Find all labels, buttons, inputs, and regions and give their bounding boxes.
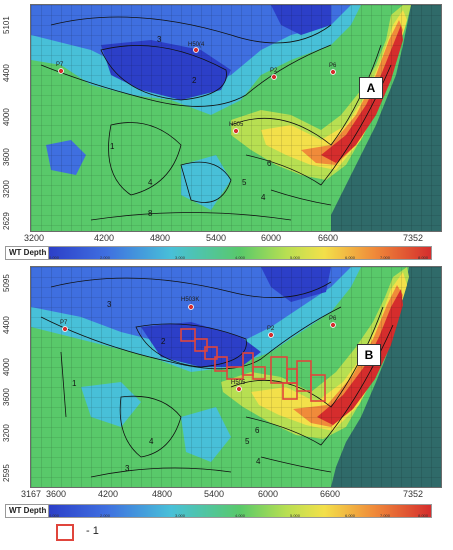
x-tick: 4800 [152, 489, 173, 499]
well-label: H50(4 [188, 42, 205, 48]
colorbar-tick: 8.000 [418, 513, 429, 518]
colorbar-tick: 2.000 [100, 255, 111, 260]
legend-swatch [56, 524, 74, 541]
contour-label: 3 [157, 35, 162, 44]
contour-label: 4 [148, 178, 153, 187]
colorbar-tick: 7.000 [380, 513, 391, 518]
colorbar-tick: 0.000 [49, 255, 60, 260]
well-label: P6 [329, 63, 337, 69]
well-label: P2 [267, 326, 275, 332]
contour-label: 8 [148, 209, 153, 218]
x-tick: 5400 [204, 489, 225, 499]
colorbar-tick: 3.000 [175, 255, 186, 260]
x-tick: 7352 [403, 233, 424, 243]
y-tick: 5095 [2, 274, 11, 292]
y-tick: 5101 [2, 16, 11, 34]
well-marker [188, 304, 194, 310]
colorbar-tick: 6.000 [345, 255, 356, 260]
x-tick: 3600 [46, 489, 67, 499]
y-tick: 4400 [2, 316, 11, 334]
colorbar-tick: 5.000 [290, 255, 301, 260]
colorbar-tick: 8.000 [418, 255, 429, 260]
contour-label: 5 [242, 178, 247, 187]
colorbar-tick: 4.000 [235, 513, 246, 518]
contour-label: 4 [261, 193, 266, 202]
contour-label: 1 [72, 379, 77, 388]
zone-outline [180, 328, 326, 402]
y-tick: 3600 [2, 388, 11, 406]
well-label: H503K [181, 297, 200, 303]
colorbar-tick: 3.000 [175, 513, 186, 518]
well-label: P6 [329, 316, 337, 322]
colorbar-title: WT Depth [5, 504, 51, 518]
map-b-surface [31, 267, 441, 487]
contour-label: 6 [255, 426, 260, 435]
map-a: H50(4 P7 P2 P6 H505 3 2 1 4 5 6 4 8 A [30, 4, 442, 232]
colorbar [48, 246, 432, 260]
well-marker [268, 332, 274, 338]
panel-label-b: B [357, 344, 381, 366]
colorbar-tick: 2.000 [100, 513, 111, 518]
contour-label: 2 [161, 337, 166, 346]
y-tick: 3600 [2, 148, 11, 166]
well-marker [236, 386, 242, 392]
x-tick: 6000 [261, 233, 282, 243]
contour-label: 2 [192, 76, 197, 85]
colorbar-tick: 6.000 [345, 513, 356, 518]
colorbar [48, 504, 432, 518]
x-tick: 4200 [98, 489, 119, 499]
well-marker [330, 322, 336, 328]
well-marker [271, 74, 277, 80]
panel-label-a: A [359, 77, 383, 99]
contour-label: 4 [149, 437, 154, 446]
well-marker [58, 68, 64, 74]
well-label: H505 [229, 122, 244, 128]
x-tick: 6600 [318, 233, 339, 243]
contour-label: 6 [267, 159, 272, 168]
y-tick: 2595 [2, 464, 11, 482]
colorbar-tick: 4.000 [235, 255, 246, 260]
contour-label: 3 [125, 464, 130, 473]
well-label: H505 [231, 380, 246, 386]
well-marker [330, 69, 336, 75]
contour-label: 3 [107, 300, 112, 309]
x-tick: 6600 [320, 489, 341, 499]
x-tick: 7352 [403, 489, 424, 499]
colorbar-tick: 5.000 [290, 513, 301, 518]
colorbar-tick: 7.000 [380, 255, 391, 260]
contour-label: 1 [110, 142, 115, 151]
x-tick: 3200 [24, 233, 45, 243]
x-tick: 4200 [94, 233, 115, 243]
x-tick: 4800 [150, 233, 171, 243]
x-tick: 3167 [21, 489, 42, 499]
panel-b: 5095 4400 4000 3600 3200 2595 [0, 264, 453, 520]
well-marker [62, 326, 68, 332]
well-label: P7 [56, 62, 64, 68]
contour-label: 4 [256, 457, 261, 466]
x-tick: 5400 [206, 233, 227, 243]
y-tick: 4000 [2, 108, 11, 126]
colorbar-title: WT Depth [5, 246, 51, 260]
map-b: H503K P7 P2 P6 H505 3 2 1 4 5 6 3 4 B [30, 266, 442, 488]
y-tick: 4000 [2, 358, 11, 376]
well-label: P2 [270, 68, 278, 74]
panel-a: 5101 4400 4000 3600 3200 2629 [0, 0, 453, 262]
y-tick: 2629 [2, 212, 11, 230]
y-tick: 3200 [2, 424, 11, 442]
y-tick: 3200 [2, 180, 11, 198]
contour-label: 5 [245, 437, 250, 446]
well-marker [233, 128, 239, 134]
legend-label: - 1 [86, 525, 99, 537]
well-marker [193, 47, 199, 53]
well-label: P7 [60, 320, 68, 326]
x-tick: 6000 [258, 489, 279, 499]
y-tick: 4400 [2, 64, 11, 82]
map-a-surface [31, 5, 441, 231]
colorbar-tick: 0.000 [49, 513, 60, 518]
